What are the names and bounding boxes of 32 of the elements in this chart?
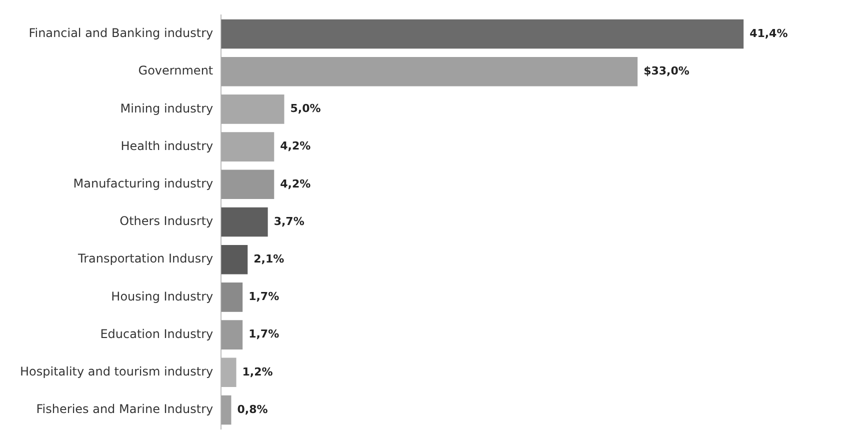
data-label: 1,2%	[242, 365, 273, 378]
bar	[221, 19, 744, 49]
y-tick-label: Fisheries and Marine Industry	[36, 402, 214, 416]
y-tick-label: Government	[138, 64, 214, 78]
y-tick-label: Manufacturing industry	[73, 176, 214, 191]
y-tick-label: Housing Industry	[111, 289, 214, 304]
data-label: 5,0%	[290, 102, 321, 116]
bar	[221, 56, 638, 86]
data-label: $33,0%	[644, 64, 690, 78]
data-label: 4,2%	[280, 177, 311, 190]
bar	[221, 395, 232, 425]
y-tick-label: Hospitality and tourism industry	[20, 364, 214, 379]
data-label: 3,7%	[274, 214, 304, 228]
data-label: 0,8%	[237, 402, 268, 416]
bar	[221, 244, 248, 274]
y-tick-label: Mining industry	[120, 101, 214, 116]
data-label: 4,2%	[280, 140, 311, 153]
bar	[221, 207, 268, 237]
bar	[221, 94, 284, 124]
data-label: 41,4%	[750, 26, 788, 40]
y-tick-label: Others Indusrty	[120, 214, 214, 228]
bar	[221, 282, 243, 312]
bar	[221, 132, 274, 162]
data-label: 1,7%	[248, 328, 280, 341]
y-tick-label: Health industry	[120, 138, 214, 153]
data-label: 2,1%	[254, 252, 284, 266]
bar	[221, 170, 274, 200]
data-label: 1,7%	[248, 290, 280, 304]
y-tick-label: Transportation Indusry	[77, 252, 214, 266]
bar	[221, 320, 243, 350]
y-tick-label: Education Industry	[100, 326, 214, 341]
y-tick-label: Financial and Banking industry	[28, 26, 214, 40]
